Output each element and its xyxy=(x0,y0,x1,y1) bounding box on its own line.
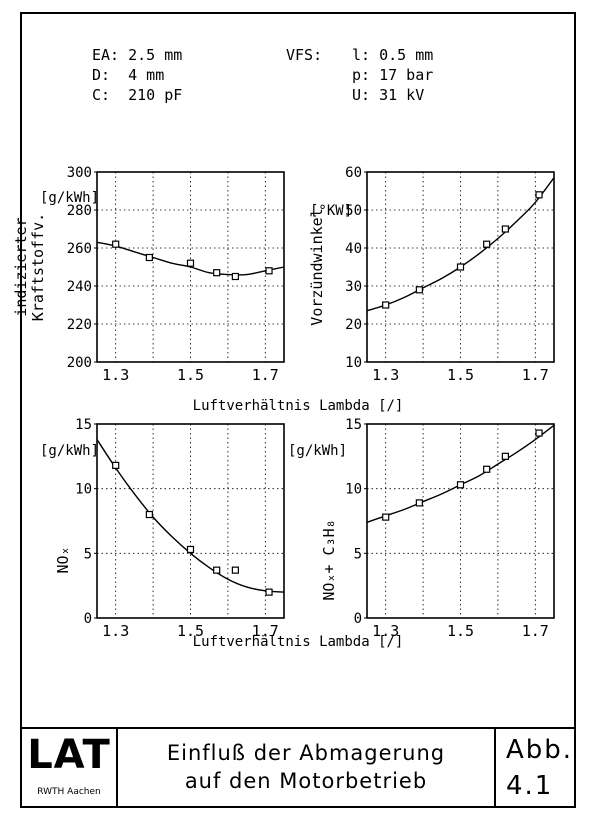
title-box: Einfluß der Abmagerung auf den Motorbetr… xyxy=(118,729,496,808)
x-tick-label: 1.7 xyxy=(522,622,549,640)
footer: LAT RWTH Aachen Einfluß der Abmagerung a… xyxy=(22,727,574,808)
data-point xyxy=(112,240,120,248)
x-tick-label: 1.7 xyxy=(252,366,279,384)
data-point xyxy=(456,481,465,489)
abb-label: Abb. xyxy=(506,735,574,765)
x-tick-label: 1.5 xyxy=(177,366,204,384)
y-tick-label: 15 xyxy=(345,417,362,433)
y-tick-label: 15 xyxy=(75,417,92,433)
data-point xyxy=(535,191,543,199)
param-c: C: 210 pF xyxy=(92,86,183,104)
x-tick-label: 1.3 xyxy=(372,622,399,640)
param-ea: EA: 2.5 mm xyxy=(92,46,183,64)
y-tick-label: 300 xyxy=(67,165,92,181)
y-tick-label: 50 xyxy=(345,203,362,219)
y-tick-label: 260 xyxy=(67,241,92,257)
lat-logo: LAT xyxy=(27,732,111,778)
figure-title-line2: auf den Motorbetrieb xyxy=(184,769,428,793)
chart-nox_hc: 0 5 10 15 1.3 1.5 1.7 [g/kWh] NOₓ+ C₃H₈ xyxy=(288,417,555,640)
x-tick-label: 1.3 xyxy=(102,366,129,384)
y-tick-label: 280 xyxy=(67,203,92,219)
x-tick-label: 1.5 xyxy=(177,622,204,640)
y-tick-label: 0 xyxy=(84,611,92,627)
y-tick-label: 0 xyxy=(354,611,362,627)
x-tick-label: 1.3 xyxy=(102,622,129,640)
y-tick-label: 5 xyxy=(84,546,92,562)
figure-title-line1: Einfluß der Abmagerung xyxy=(166,741,446,765)
y-tick-label: 240 xyxy=(67,279,92,295)
unit-label: [°KW] xyxy=(310,203,352,219)
chart-timing: 10 20 30 40 50 60 1.3 1.5 1.7 [°KW]Vorzündwinkel xyxy=(308,165,555,384)
data-point xyxy=(231,566,239,574)
data-point xyxy=(265,267,273,275)
data-point xyxy=(456,263,465,271)
param-l: l: 0.5 mm xyxy=(352,46,434,64)
data-point xyxy=(483,465,491,473)
unit-label: [g/kWh] xyxy=(288,443,347,459)
x-tick-label: 1.7 xyxy=(522,366,549,384)
data-point xyxy=(213,269,221,277)
chart-nox: 0 5 10 15 1.3 1.5 1.7 [g/kWh] NOₓ Luftverhältnis … xyxy=(40,417,403,650)
param-p: p: 17 bar xyxy=(352,66,434,84)
data-point xyxy=(415,286,423,294)
y-tick-label: 220 xyxy=(67,317,92,333)
data-point xyxy=(415,499,423,507)
plot-area-frame xyxy=(366,171,555,363)
shared-xlabel-lower: Luftverhältnis Lambda [/] xyxy=(193,634,404,650)
param-u: U: 31 kV xyxy=(352,86,425,104)
y-tick-label: 5 xyxy=(354,546,362,562)
data-point xyxy=(145,253,153,262)
abb-number: 4.1 xyxy=(506,771,554,801)
fit-curve xyxy=(96,241,285,276)
y-tick-label: 40 xyxy=(345,241,362,257)
chart-fuel: 200 220 240 260 280 300 1.3 1.5 1.7 [g/kWh] indizi… xyxy=(12,165,285,384)
y-tick-label: 10 xyxy=(345,482,362,498)
y-tick-label: 60 xyxy=(345,165,362,181)
shared-xlabel-upper: Luftverhältnis Lambda [/] xyxy=(193,398,404,414)
data-point xyxy=(382,301,390,309)
x-tick-label: 1.5 xyxy=(447,366,474,384)
figure-frame xyxy=(20,12,576,808)
data-point xyxy=(186,545,195,554)
y-axis-label: indizierter xyxy=(12,217,30,316)
y-tick-label: 30 xyxy=(345,279,362,295)
x-tick-label: 1.5 xyxy=(447,622,474,640)
data-point xyxy=(213,566,221,574)
data-point xyxy=(501,225,509,233)
plot-area-frame xyxy=(366,423,555,619)
y-axis-label-line2: Kraftstoffv. xyxy=(29,213,47,321)
data-point xyxy=(501,452,509,460)
data-point xyxy=(186,259,195,267)
data-point xyxy=(145,510,153,519)
data-point xyxy=(535,429,543,437)
data-point xyxy=(112,461,120,469)
y-tick-label: 200 xyxy=(67,355,92,371)
plot-area-frame xyxy=(96,423,285,619)
y-tick-label: 20 xyxy=(345,317,362,333)
y-axis-label: NOₓ+ C₃H₈ xyxy=(320,519,338,600)
figure-number-box: Abb. 4.1 xyxy=(496,729,574,808)
data-point xyxy=(265,588,273,596)
param-vfs-label: VFS: xyxy=(286,46,323,64)
y-tick-label: 10 xyxy=(75,482,92,498)
logo-box: LAT RWTH Aachen xyxy=(22,729,118,808)
x-tick-label: 1.7 xyxy=(252,622,279,640)
fit-curve xyxy=(96,439,285,593)
y-axis-label: Vorzündwinkel xyxy=(308,208,326,325)
data-point xyxy=(231,272,239,281)
data-point xyxy=(483,240,491,248)
param-d: D: 4 mm xyxy=(92,66,165,84)
unit-label: [g/kWh] xyxy=(40,190,99,206)
data-point xyxy=(382,513,390,521)
logo-subtitle: RWTH Aachen xyxy=(37,787,101,797)
y-axis-label: NOₓ xyxy=(54,546,72,573)
y-tick-label: 10 xyxy=(345,355,362,371)
unit-label: [g/kWh] xyxy=(40,443,99,459)
x-tick-label: 1.3 xyxy=(372,366,399,384)
